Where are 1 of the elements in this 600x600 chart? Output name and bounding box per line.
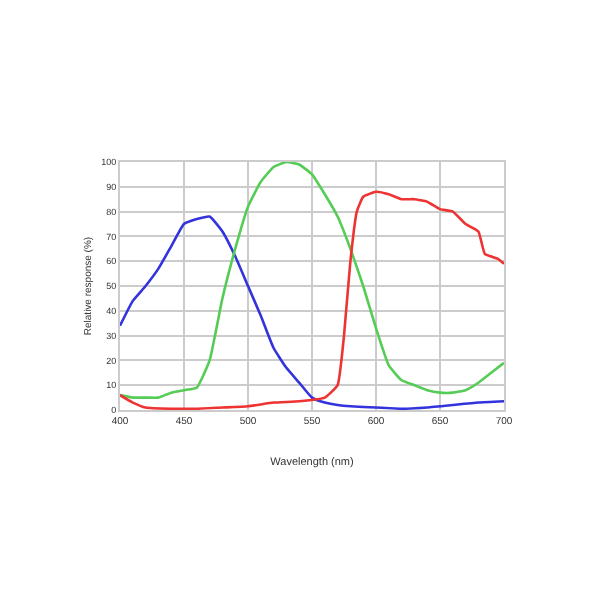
line-series bbox=[120, 162, 504, 400]
